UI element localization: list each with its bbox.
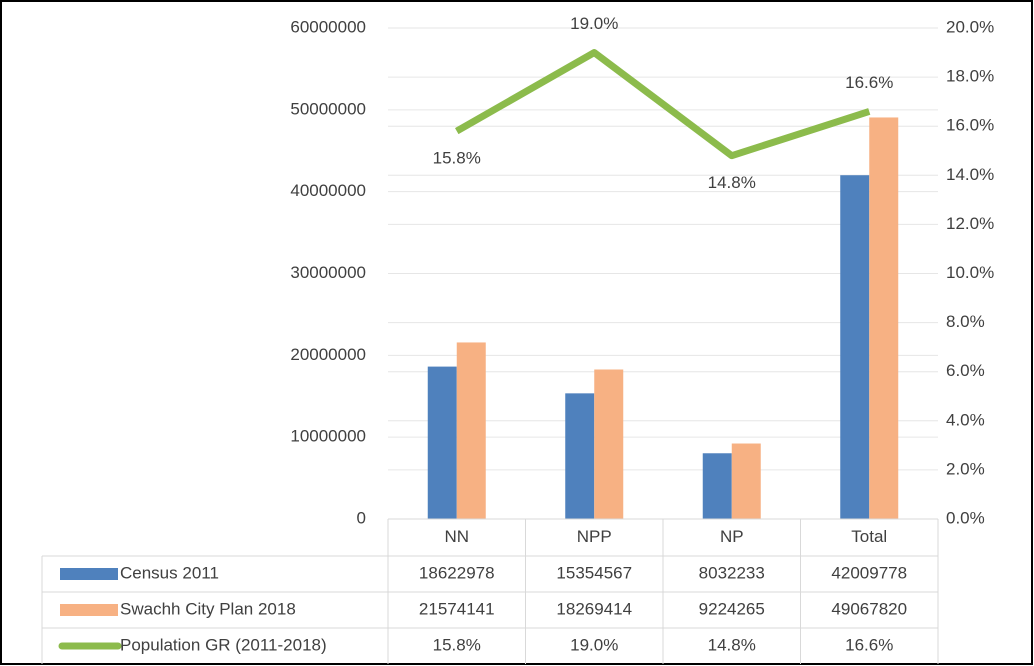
table-cell: 14.8% [708, 635, 756, 654]
line [455, 49, 871, 160]
y2-tick-label: 2.0% [946, 459, 985, 478]
table-cell: 21574141 [419, 599, 495, 618]
bar [702, 453, 732, 519]
y2-tick-label: 18.0% [946, 67, 994, 86]
table-cell: 19.0% [570, 635, 618, 654]
x-tick-label: Total [851, 527, 887, 546]
table-cell: 18269414 [556, 599, 632, 618]
bar [427, 366, 457, 519]
y-tick-label: 0 [357, 508, 366, 527]
table-cell: 18622978 [419, 563, 495, 582]
y2-tick-label: 0.0% [946, 508, 985, 527]
y2-tick-label: 4.0% [946, 410, 985, 429]
y2-tick-label: 14.0% [946, 165, 994, 184]
y-tick-label: 30000000 [290, 263, 366, 282]
x-tick-label: NP [720, 527, 744, 546]
table-cell: 42009778 [831, 563, 907, 582]
table-cell: 9224265 [699, 599, 765, 618]
legend-swatch [60, 604, 118, 616]
data-label: 16.6% [845, 73, 893, 92]
legend-swatch [60, 568, 118, 580]
y-tick-label: 10000000 [290, 427, 366, 446]
table-cell: 49067820 [831, 599, 907, 618]
bar [565, 393, 595, 519]
y-tick-label: 20000000 [290, 345, 366, 364]
y-tick-label: 60000000 [290, 17, 366, 36]
x-tick-label: NPP [577, 527, 612, 546]
y2-tick-label: 16.0% [946, 116, 994, 135]
y2-tick-label: 10.0% [946, 263, 994, 282]
y-tick-label: 40000000 [290, 181, 366, 200]
data-label: 19.0% [570, 14, 618, 33]
table-cell: 15.8% [433, 635, 481, 654]
y-tick-label: 50000000 [290, 99, 366, 118]
legend-label: Swachh City Plan 2018 [120, 599, 296, 618]
data-label: 14.8% [708, 173, 756, 192]
bar [594, 369, 624, 519]
table-cell: 16.6% [845, 635, 893, 654]
y2-tick-label: 8.0% [946, 312, 985, 331]
bar [731, 443, 761, 519]
legend-label: Population GR (2011-2018) [120, 635, 327, 654]
bar [456, 342, 486, 519]
y2-tick-label: 12.0% [946, 214, 994, 233]
y2-tick-label: 20.0% [946, 17, 994, 36]
x-tick-label: NN [444, 527, 469, 546]
bar [840, 175, 870, 520]
bar [869, 117, 899, 519]
legend-label: Census 2011 [120, 563, 219, 582]
y2-tick-label: 6.0% [946, 361, 985, 380]
data-label: 15.8% [433, 149, 481, 168]
table-cell: 8032233 [699, 563, 765, 582]
table-cell: 15354567 [556, 563, 632, 582]
